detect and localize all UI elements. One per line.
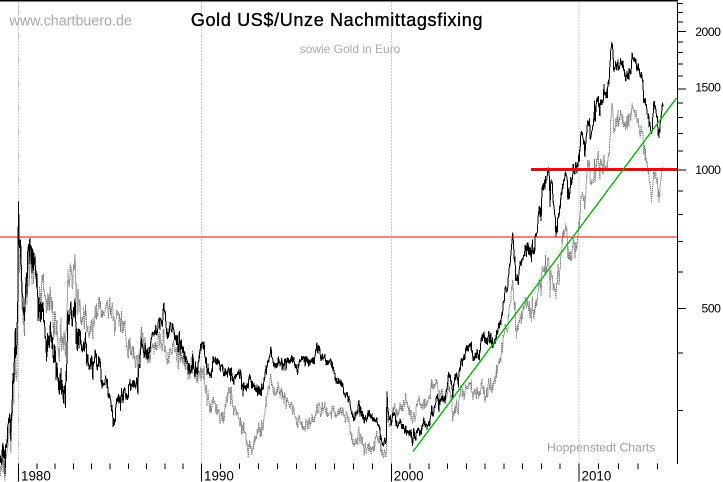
svg-text:Gold US$/Unze Nachmittagsfixin: Gold US$/Unze Nachmittagsfixing xyxy=(191,10,483,30)
svg-text:1980: 1980 xyxy=(21,469,51,482)
svg-text:2000: 2000 xyxy=(394,469,424,482)
svg-text:2000: 2000 xyxy=(695,25,721,39)
svg-text:1990: 1990 xyxy=(204,469,234,482)
svg-text:500: 500 xyxy=(702,301,722,315)
svg-text:www.chartbuero.de: www.chartbuero.de xyxy=(9,14,132,30)
svg-text:1500: 1500 xyxy=(695,81,721,95)
svg-text:1000: 1000 xyxy=(695,163,721,177)
svg-text:sowie Gold in Euro: sowie Gold in Euro xyxy=(300,42,401,56)
svg-text:2010: 2010 xyxy=(582,469,612,482)
svg-text:Hoppenstedt Charts: Hoppenstedt Charts xyxy=(547,441,655,455)
